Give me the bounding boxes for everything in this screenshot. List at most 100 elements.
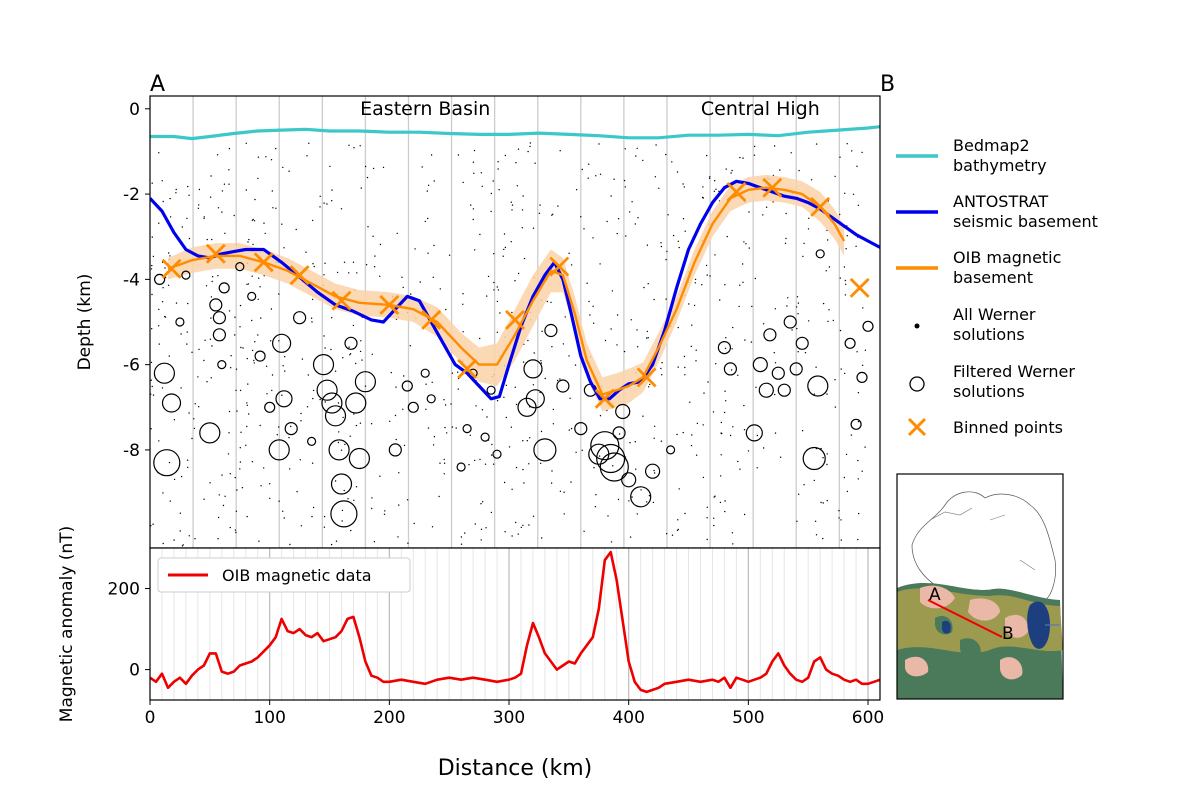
werner-dot (690, 345, 692, 348)
werner-dot (796, 520, 798, 522)
werner-dot (413, 522, 415, 525)
werner-dot (629, 442, 631, 444)
werner-dot (251, 275, 253, 277)
werner-dot (612, 465, 614, 467)
werner-dot (552, 408, 554, 411)
location-inset-map: A B (896, 473, 1064, 700)
werner-dot (532, 227, 535, 229)
werner-dot (529, 142, 531, 144)
filtered-werner-circle (795, 336, 809, 350)
werner-dot (180, 387, 182, 389)
werner-dot (472, 161, 475, 163)
werner-dot (150, 268, 153, 270)
werner-dot (462, 331, 464, 333)
werner-dot (522, 361, 525, 363)
filtered-werner-circle (556, 379, 570, 393)
werner-dot (569, 397, 571, 399)
werner-dot (379, 475, 381, 477)
werner-dot (743, 241, 745, 243)
werner-dot (397, 536, 399, 538)
werner-dot (230, 367, 232, 369)
werner-dot (373, 541, 376, 543)
werner-dot (228, 169, 230, 171)
werner-dot (588, 300, 590, 303)
werner-dot (840, 539, 842, 541)
bathymetry-line (150, 125, 880, 141)
werner-dot (282, 166, 284, 169)
binned-point (636, 367, 657, 388)
werner-dot (197, 376, 199, 378)
filtered-werner-circle (456, 462, 466, 472)
werner-dot (251, 349, 254, 352)
werner-dot (370, 423, 373, 425)
werner-dot (481, 185, 483, 187)
werner-dot (855, 245, 857, 247)
werner-dot (254, 341, 256, 343)
werner-dot (861, 151, 863, 154)
werner-dot (557, 379, 559, 382)
werner-dot (389, 420, 391, 422)
werner-dot (209, 196, 212, 198)
werner-dot (568, 355, 570, 357)
filtered-werner-circle (217, 360, 227, 370)
werner-dot (661, 374, 663, 376)
werner-dot (803, 242, 805, 245)
werner-dot (706, 517, 708, 519)
magnetic-basement-line (167, 186, 846, 396)
werner-dot (648, 495, 651, 497)
werner-dot (846, 235, 848, 237)
werner-dot (348, 346, 350, 348)
werner-dot (533, 352, 535, 354)
werner-dot (593, 322, 595, 324)
werner-dot (713, 190, 716, 192)
werner-dot (247, 283, 250, 285)
werner-dot (762, 323, 765, 325)
werner-dot (724, 284, 726, 286)
werner-dot (598, 455, 601, 457)
werner-dot (822, 302, 825, 305)
werner-dot (493, 253, 495, 255)
filtered-werner-circle (621, 472, 637, 488)
x-tick-label: 600 (852, 708, 884, 728)
werner-dot (259, 424, 261, 427)
werner-dot (288, 436, 290, 439)
werner-dot (401, 276, 403, 278)
werner-dot (150, 379, 152, 381)
binned-point (849, 277, 870, 298)
werner-dot (570, 481, 572, 483)
werner-dot (306, 155, 308, 157)
werner-dot (278, 340, 280, 342)
werner-dot (568, 429, 570, 431)
filtered-werner-circle (354, 371, 376, 393)
werner-dot (563, 491, 565, 493)
werner-dot (191, 437, 193, 440)
werner-dot (209, 482, 211, 484)
werner-dot (528, 463, 530, 465)
werner-dot (480, 503, 482, 505)
werner-dot (295, 228, 297, 231)
werner-dot (221, 211, 223, 213)
werner-dot (438, 495, 440, 498)
werner-dot (347, 498, 349, 500)
werner-dot (427, 217, 429, 220)
werner-dot (678, 488, 680, 490)
binned-point (331, 290, 352, 311)
werner-dot (857, 459, 859, 462)
werner-dot (433, 244, 435, 247)
werner-dot (748, 211, 750, 213)
werner-dot (257, 298, 259, 300)
werner-dot (239, 389, 242, 392)
werner-dot (779, 169, 781, 171)
werner-dot (245, 189, 247, 191)
werner-dot (234, 476, 236, 479)
filtered-werner-circle (420, 368, 430, 378)
werner-dot (235, 531, 237, 534)
werner-dot (635, 468, 637, 470)
werner-dot (248, 238, 250, 241)
werner-dot (179, 512, 182, 514)
werner-dot (502, 255, 504, 257)
legend-seismic-line2: seismic basement (953, 212, 1098, 231)
werner-dot (541, 537, 543, 539)
werner-dot (756, 434, 759, 437)
werner-dot (796, 327, 798, 330)
